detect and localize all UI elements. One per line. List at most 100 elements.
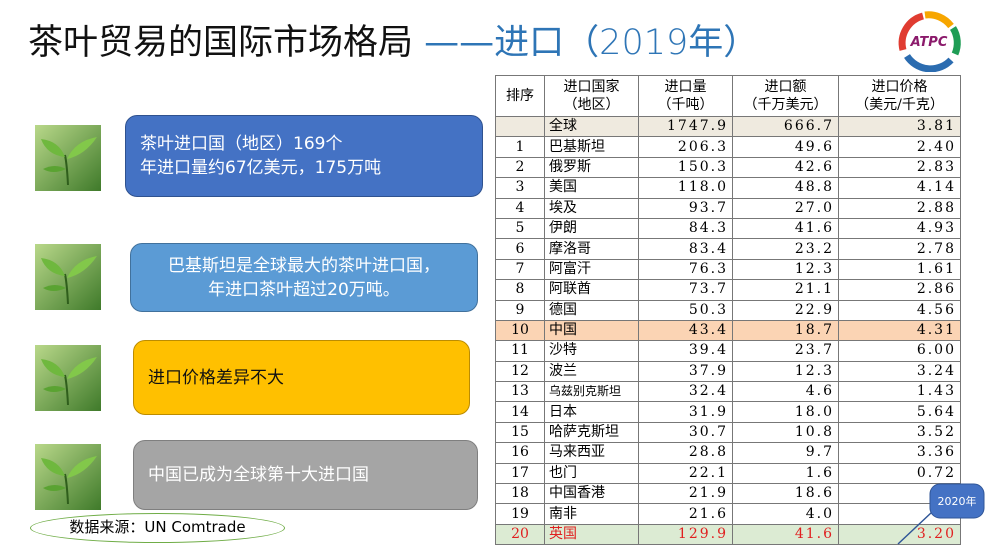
table-cell: 6: [495, 238, 545, 260]
callout-text: 2020年: [938, 494, 977, 508]
table-cell: 50.3: [638, 299, 733, 321]
table-cell: 4.31: [838, 319, 961, 342]
table-cell: 埃及: [544, 197, 639, 219]
table-row: 9 德国 50.3 22.9 4.56: [495, 299, 961, 321]
table-cell: 波兰: [544, 360, 639, 383]
table-cell: 28.8: [638, 442, 733, 464]
source: 数据来源：UN Comtrade: [30, 513, 285, 543]
table-row: 12 波兰 37.9 12.3 3.24: [495, 360, 961, 383]
table-row: 11 沙特 39.4 23.7 6.00: [495, 340, 961, 362]
table-cell: 12.3: [732, 258, 839, 281]
table-cell: 2.88: [838, 197, 961, 219]
table-cell: 6.00: [838, 340, 961, 362]
table-cell: 3.52: [838, 421, 961, 444]
table-cell: 118.0: [638, 177, 733, 199]
table-row: 1 巴基斯坦 206.3 49.6 2.40: [495, 136, 961, 158]
table-cell: 21.9: [638, 483, 733, 505]
table-cell: 巴基斯坦: [544, 136, 639, 158]
table-cell: 全球: [544, 115, 639, 138]
tea-image: [35, 125, 101, 191]
table-cell: 11: [495, 340, 545, 362]
header-line: 进口价格: [871, 79, 928, 95]
table-cell: 3.20: [838, 523, 961, 546]
table-cell: 18.7: [732, 319, 839, 342]
table-cell: 150.3: [638, 156, 733, 179]
table-row: 3 美国 118.0 48.8 4.14: [495, 177, 961, 199]
import-table: 排序 进口国家 （地区） 进口量 （千吨） 进口额 （千万美元） 进口价格 （美元/千克） 全球 1…: [495, 75, 961, 546]
table-cell: 英国: [544, 523, 639, 546]
table-cell: 13: [495, 381, 545, 403]
table-cell: 中国: [544, 319, 639, 342]
table-cell: 76.3: [638, 258, 733, 281]
table-cell: 0.72: [838, 462, 961, 485]
card-line: 茶叶进口国（地区）169个: [140, 134, 343, 154]
table-cell: 3.24: [838, 360, 961, 383]
table-cell: 9: [495, 299, 545, 321]
callout: 2020年: [897, 483, 985, 545]
table-cell: 德国: [544, 299, 639, 321]
table-cell: 2: [495, 156, 545, 179]
table-row: 5 伊朗 84.3 41.6 4.93: [495, 217, 961, 240]
tea-image: [35, 244, 101, 310]
table-cell: 16: [495, 442, 545, 464]
table-cell: 30.7: [638, 421, 733, 444]
table-cell: 4.93: [838, 217, 961, 240]
column-header: 进口量 （千吨）: [638, 75, 733, 117]
table-cell: 2.83: [838, 156, 961, 179]
table-cell: 21.1: [732, 279, 839, 301]
card: 巴基斯坦是全球最大的茶叶进口国， 年进口茶叶超过20万吨。: [130, 243, 478, 312]
table-cell: 哈萨克斯坦: [544, 421, 639, 444]
table-cell: 2.40: [838, 136, 961, 158]
table-cell: 23.2: [732, 238, 839, 260]
table-cell: 1747.9: [638, 115, 733, 138]
table-cell: 41.6: [732, 217, 839, 240]
table-row: 10 中国 43.4 18.7 4.31: [495, 319, 961, 342]
table-cell: 73.7: [638, 279, 733, 301]
column-header: 进口价格 （美元/千克）: [838, 75, 961, 117]
table-row: 17 也门 22.1 1.6 0.72: [495, 462, 961, 485]
header-row: 排序 进口国家 （地区） 进口量 （千吨） 进口额 （千万美元） 进口价格 （美元/千克）: [495, 75, 961, 117]
table-cell: 2.86: [838, 279, 961, 301]
table-cell: 马来西亚: [544, 442, 639, 464]
table-row: 7 阿富汗 76.3 12.3 1.61: [495, 258, 961, 281]
table-cell: 20: [495, 523, 545, 546]
table-cell: 14: [495, 401, 545, 423]
table-cell: 22.9: [732, 299, 839, 321]
table-cell: 俄罗斯: [544, 156, 639, 179]
table-cell: 2.78: [838, 238, 961, 260]
table-cell: 1.61: [838, 258, 961, 281]
table-cell: 49.6: [732, 136, 839, 158]
table-row: 13 乌兹别克斯坦 32.4 4.6 1.43: [495, 381, 961, 403]
table-cell: 乌兹别克斯坦: [544, 381, 639, 403]
table-cell: 3.81: [838, 115, 961, 138]
logo-text: ATPC: [910, 35, 948, 50]
table-cell: 15: [495, 421, 545, 444]
table-row: 14 日本 31.9 18.0 5.64: [495, 401, 961, 423]
header-line: （地区）: [563, 97, 620, 113]
table-cell: 4.0: [732, 503, 839, 525]
table-cell: 19: [495, 503, 545, 525]
table-cell: 22.1: [638, 462, 733, 485]
card-line: 巴基斯坦是全球最大的茶叶进口国，: [168, 255, 440, 276]
table-cell: 12.3: [732, 360, 839, 383]
table-cell: 43.4: [638, 319, 733, 342]
logo: ATPC: [898, 11, 961, 72]
table-row: 2 俄罗斯 150.3 42.6 2.83: [495, 156, 961, 179]
table-cell: 3: [495, 177, 545, 199]
table-cell: 1.43: [838, 381, 961, 403]
table-cell: 31.9: [638, 401, 733, 423]
header-line: 排序: [506, 88, 534, 104]
table-cell: 666.7: [732, 115, 839, 138]
card: 茶叶进口国（地区）169个 年进口量约67亿美元，175万吨: [125, 115, 483, 197]
title-dash: ——进口: [424, 23, 565, 63]
header-line: （千万美元）: [743, 97, 828, 113]
table-cell: 4.14: [838, 177, 961, 199]
card: 中国已成为全球第十大进口国: [133, 440, 478, 510]
card-line: 中国已成为全球第十大进口国: [148, 465, 369, 485]
table-cell: 7: [495, 258, 545, 281]
table-cell: 17: [495, 462, 545, 485]
card-line: 进口价格差异不大: [148, 367, 284, 388]
table-cell: 沙特: [544, 340, 639, 362]
table-cell: 5.64: [838, 401, 961, 423]
table-cell: 4: [495, 197, 545, 219]
